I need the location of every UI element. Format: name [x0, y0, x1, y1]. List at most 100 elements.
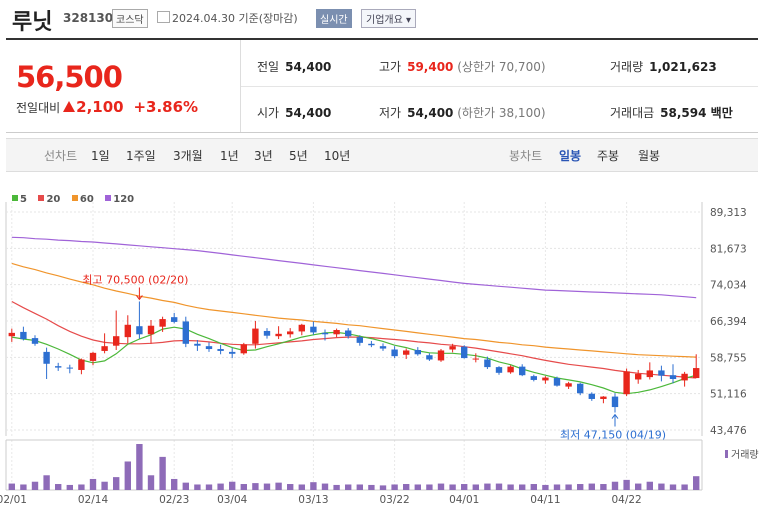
volume-legend-label: 거래량	[731, 449, 759, 461]
volume-bar	[182, 482, 189, 490]
ma-legend: 5 20 60 120	[12, 194, 142, 205]
volume-bar	[600, 484, 607, 490]
tab-line-chart[interactable]: 선차트	[44, 149, 78, 163]
volume-bar	[147, 475, 155, 490]
tab-3m[interactable]: 3개월	[173, 149, 203, 163]
volume-label: 거래량	[610, 60, 644, 74]
tab-5y[interactable]: 5년	[289, 149, 308, 163]
candle-body	[356, 337, 363, 343]
candle-body	[31, 338, 39, 344]
candle-body	[43, 351, 50, 364]
volume-bar	[20, 484, 27, 490]
market-badge: 코스닥	[112, 9, 148, 28]
candle-body	[669, 375, 677, 379]
high-annotation: 최고 70,500 (02/20)	[82, 273, 188, 286]
ma5-line	[11, 326, 697, 395]
volume-bar	[472, 484, 479, 490]
candle-body	[171, 317, 178, 322]
volume-bar	[437, 483, 445, 490]
candle-body	[379, 346, 387, 349]
volume: 거래량 1,021,623	[610, 58, 717, 75]
volume-bar	[611, 481, 619, 490]
volume-bar	[461, 484, 468, 490]
company-info-dropdown[interactable]: 기업개요 ▾	[361, 9, 416, 28]
candle-body	[577, 383, 584, 394]
x-tick-label: 02/01	[0, 494, 27, 506]
stock-name: 루닛	[12, 10, 53, 35]
volume-bar	[89, 478, 97, 490]
volume-bar	[577, 484, 584, 490]
volume-bar	[530, 484, 537, 490]
ma20-line	[11, 300, 697, 379]
volume-bar	[507, 484, 514, 490]
divider	[241, 86, 758, 87]
change-percent: +3.86%	[133, 98, 199, 116]
volume-bar	[205, 484, 213, 490]
candle-body	[368, 343, 375, 346]
x-tick-label: 02/23	[159, 494, 189, 506]
prev-diff-label: 전일대비	[16, 101, 61, 115]
candle-body	[403, 350, 410, 355]
volume-bar	[275, 482, 282, 490]
volume-bar	[78, 484, 85, 490]
tab-monthly[interactable]: 월봉	[638, 149, 661, 163]
candle-body	[391, 349, 398, 357]
tab-1d[interactable]: 1일	[91, 149, 110, 163]
volume-bar	[646, 481, 653, 490]
candle-body	[530, 376, 537, 380]
volume-bar	[414, 484, 421, 490]
volume-bar	[693, 476, 700, 490]
x-tick-label: 02/14	[78, 494, 109, 506]
candle-body	[495, 367, 503, 373]
volume-bar	[217, 483, 224, 490]
candle-body	[484, 359, 491, 368]
candle-body	[542, 377, 549, 381]
volume-bar	[565, 484, 572, 490]
volume-bar	[240, 484, 247, 490]
volume-bar	[194, 484, 201, 490]
y-tick-label: 43,476	[710, 425, 747, 437]
volume-bar	[136, 444, 143, 490]
volume-bar	[43, 475, 50, 490]
x-tick-label: 03/13	[298, 494, 328, 506]
candle-body	[321, 332, 329, 335]
tab-10y[interactable]: 10년	[324, 149, 351, 163]
low-arrow-head	[611, 413, 619, 419]
realtime-button[interactable]: 실시간	[316, 9, 352, 28]
volume-bar	[356, 484, 363, 490]
volume-value: 1,021,623	[649, 60, 717, 74]
tab-1y[interactable]: 1년	[220, 149, 239, 163]
volume-bar	[159, 456, 166, 490]
tab-3y[interactable]: 3년	[254, 149, 273, 163]
tab-daily[interactable]: 일봉	[559, 149, 582, 163]
candle-body	[66, 367, 73, 369]
tab-weekly[interactable]: 주봉	[597, 149, 620, 163]
legend-item-ma5: 5	[12, 194, 27, 205]
candle-body	[461, 346, 468, 359]
candle-body	[8, 332, 15, 337]
volume-bar	[345, 484, 352, 490]
ma60-line	[11, 262, 697, 358]
legend-label: 120	[113, 194, 135, 205]
lower-limit: (하한가 38,100)	[457, 106, 546, 120]
ma120-line	[11, 236, 697, 299]
tab-1w[interactable]: 1주일	[126, 149, 156, 163]
candle-body	[113, 336, 120, 346]
prev-close: 전일 54,400	[257, 58, 331, 75]
tab-candle-chart[interactable]: 봉차트	[509, 149, 543, 163]
high-label: 고가	[379, 60, 402, 74]
low-price: 저가 54,400 (하한가 38,100)	[379, 104, 546, 121]
candle-body	[414, 349, 421, 355]
volume-bar	[310, 482, 317, 490]
y-tick-label: 89,313	[710, 207, 747, 219]
upper-limit: (상한가 70,700)	[457, 60, 546, 74]
volume-bar	[623, 479, 630, 490]
open-value: 54,400	[285, 106, 332, 120]
volume-bar	[379, 485, 387, 490]
volume-legend-swatch	[725, 450, 728, 458]
volume-bar	[263, 483, 271, 490]
candle-body	[437, 350, 445, 361]
prev-close-label: 전일	[257, 60, 280, 74]
legend-item-ma60: 60	[71, 194, 94, 205]
volume-bar	[658, 483, 665, 490]
